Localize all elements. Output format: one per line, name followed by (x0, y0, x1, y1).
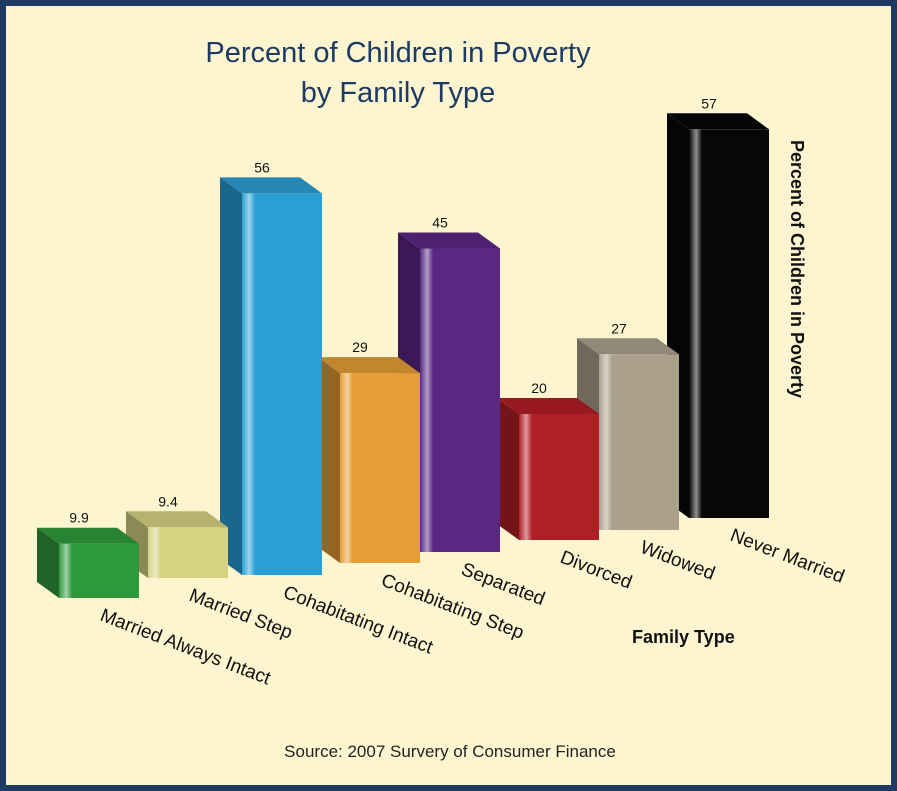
value-label: 45 (432, 215, 448, 231)
chart-subtitle: by Family Type (301, 77, 495, 109)
category-label: Widowed (637, 537, 717, 585)
bar-shine (689, 129, 715, 519)
bar-shine (242, 193, 268, 575)
bar-top (497, 398, 599, 414)
bar-shine (599, 354, 625, 530)
bar-side (220, 177, 242, 575)
bar-top (126, 511, 228, 528)
bar-top (577, 338, 679, 355)
y-axis-label: Percent of Children in Poverty (787, 140, 807, 398)
value-label: 29 (352, 339, 368, 355)
bar-side (318, 357, 340, 563)
bar-top (398, 232, 500, 249)
source-note: Source: 2007 Survery of Consumer Finance (284, 742, 616, 761)
category-label: Never Married (727, 525, 847, 588)
chart-title: Percent of Children in Poverty (205, 37, 591, 69)
bar: 57 Never Married (667, 95, 847, 588)
category-label: Married Step (186, 585, 295, 644)
bar-top (37, 527, 139, 544)
value-label: 27 (611, 320, 627, 336)
x-axis-label: Family Type (632, 627, 735, 647)
value-label: 56 (254, 159, 270, 175)
bar-top (220, 177, 322, 194)
bar-shine (340, 373, 366, 563)
bar-side (37, 527, 59, 598)
bar-shine (148, 527, 174, 578)
bar-shine (59, 543, 85, 598)
bar-top (667, 113, 769, 130)
bar-side (497, 398, 519, 540)
value-label: 9.4 (158, 493, 178, 509)
value-label: 20 (531, 380, 547, 396)
value-label: 57 (701, 95, 717, 111)
category-label: Divorced (557, 547, 635, 593)
bar-shine (519, 414, 545, 540)
value-label: 9.9 (69, 510, 89, 526)
bar-top (318, 357, 420, 374)
bar-shine (420, 248, 446, 552)
